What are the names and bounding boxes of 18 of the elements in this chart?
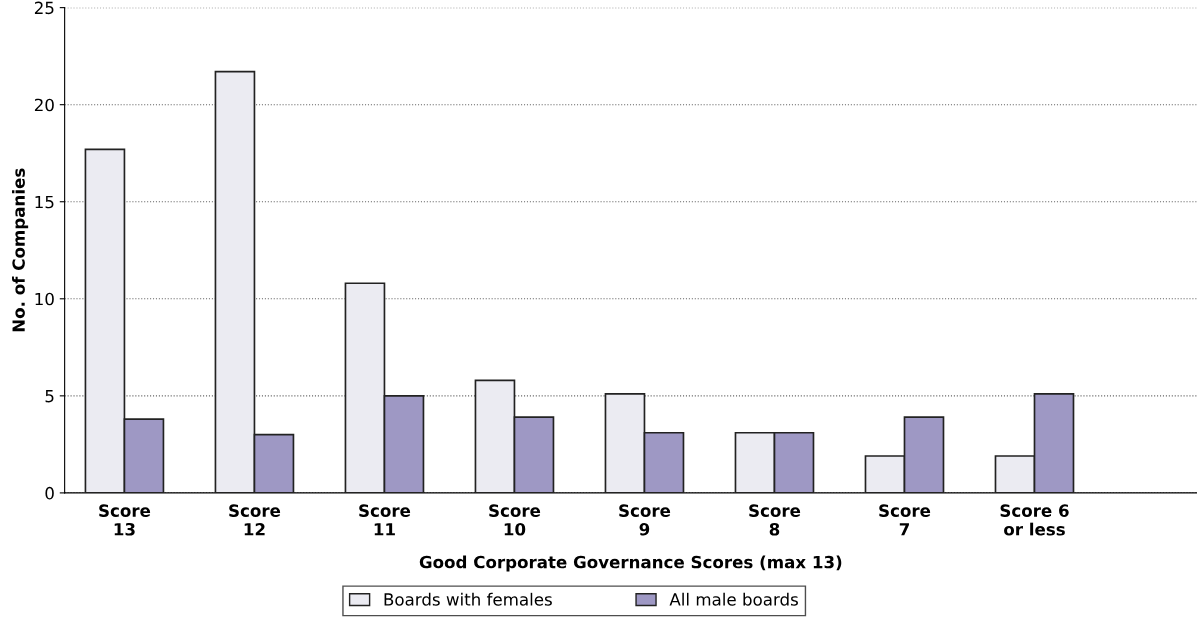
x-tick-label: Score 7 [879,504,931,536]
y-axis-title: No. of Companies [12,168,29,332]
y-tick-label: 10 [35,292,54,306]
x-tick-label: Score 13 [99,504,151,536]
x-tick-label: Score 9 [619,504,671,536]
x-tick-label: Score 6 or less [1000,504,1069,536]
legend-label: All male boards [669,592,798,606]
y-tick-label: 5 [45,390,54,403]
x-tick-label: Score 11 [359,504,411,536]
y-tick-label: 0 [45,486,54,500]
x-tick-label: Score 8 [749,504,801,536]
x-tick-label: Score 12 [229,504,281,536]
legend-label: Boards with females [384,592,552,606]
y-tick-label: 20 [34,98,54,112]
x-axis-title: Good Corporate Governance Scores (max 13) [419,555,842,572]
y-tick-label: 15 [35,195,54,209]
y-tick-label: 25 [34,1,54,15]
x-tick-label: Score 10 [489,504,541,536]
